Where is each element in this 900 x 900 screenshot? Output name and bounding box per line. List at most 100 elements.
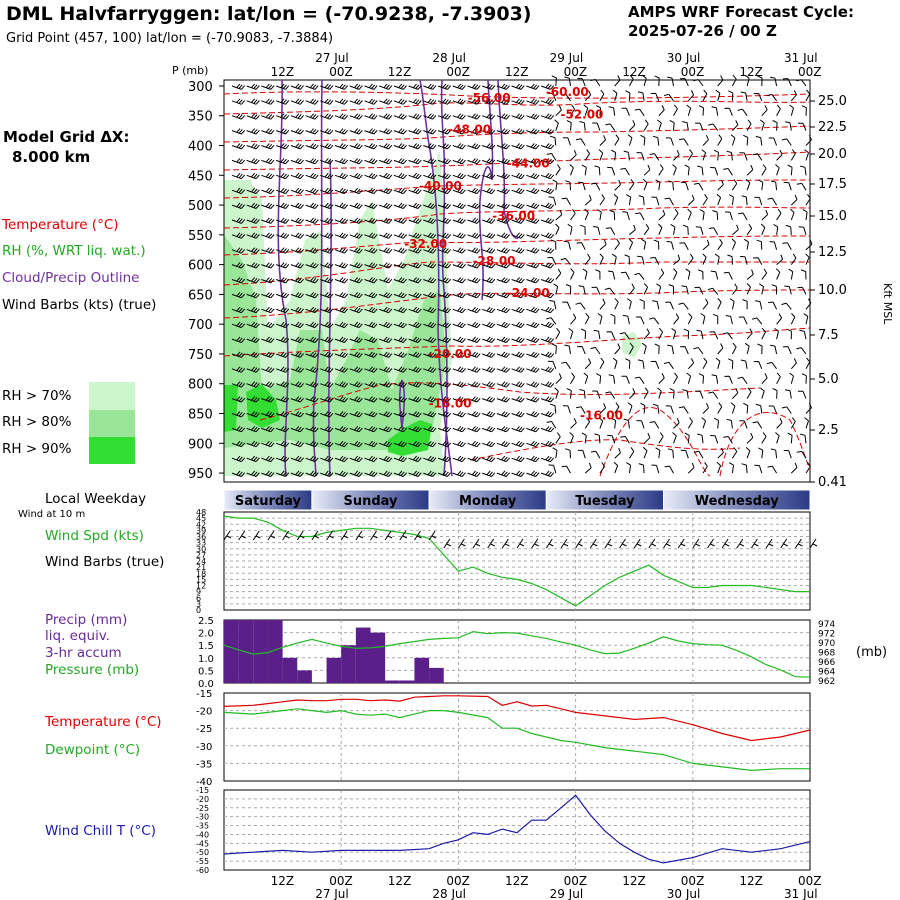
wind-barb (743, 134, 749, 146)
wind-barb (526, 292, 540, 299)
top-time-tick: 00Z (681, 65, 705, 79)
surface-wind-barb (589, 538, 598, 549)
wind-barb (379, 381, 393, 388)
wind-barb (634, 376, 645, 384)
wind-barb (276, 426, 290, 433)
wind-barb (364, 98, 378, 105)
surface-wind-barb (736, 538, 745, 549)
wind-barb (731, 74, 737, 87)
dewpoint-label: Dewpoint (°C) (45, 742, 141, 758)
wind-barb (770, 448, 778, 459)
wind-barb (540, 455, 555, 463)
wind-subtitle: Wind at 10 m (18, 509, 86, 520)
wind-barb (796, 450, 807, 459)
wind-barb (640, 402, 646, 414)
wind-barb (290, 440, 304, 448)
surface-wind-barb (633, 538, 642, 549)
wind-barb (334, 172, 349, 180)
wind-barb (511, 396, 525, 403)
wind-barb (687, 312, 693, 325)
wind-barb (590, 450, 601, 459)
wind-barb (687, 253, 694, 265)
wind-barb (599, 135, 607, 146)
wind-barb (482, 187, 496, 195)
wind-barb (717, 402, 723, 414)
wind-barb (745, 179, 751, 191)
wind-barb (578, 285, 586, 295)
wind-barb (693, 79, 704, 87)
wind-barb (334, 247, 349, 254)
wind-barb (628, 238, 634, 250)
wind-barb (554, 119, 559, 131)
surface-wind-barb (677, 538, 686, 549)
wind-barb (334, 366, 349, 373)
precip-ytick: 1.0 (198, 654, 214, 665)
wind-barb (565, 448, 571, 459)
wind-barb (408, 113, 422, 120)
wind-barb (408, 396, 422, 403)
wind-barb (608, 374, 616, 384)
wind-barb (540, 128, 555, 135)
wind-barb (668, 284, 674, 295)
wind-barb (789, 104, 794, 116)
wind-barb (305, 217, 319, 224)
bottom-time-tick: 12Z (505, 874, 529, 888)
wind-barb (555, 209, 563, 221)
top-date-label: 27 Jul (315, 51, 349, 65)
wind-barb (790, 208, 795, 221)
wind-barb (349, 262, 363, 269)
temp-label: Temperature (°C) (45, 714, 162, 730)
wind-barb (482, 426, 496, 433)
height-tick-label: 2.5 (818, 423, 839, 438)
wind-barb (276, 351, 290, 358)
wind-barb (467, 381, 481, 388)
surface-wind-barb (326, 530, 334, 541)
wind-barb (546, 317, 557, 325)
precip-bar (297, 670, 312, 683)
wind-barb (754, 196, 763, 206)
wind-barb (467, 366, 481, 373)
wind-barb (727, 254, 733, 265)
wind-barb (781, 406, 792, 414)
wind-barb (246, 262, 260, 269)
wind-barb (393, 396, 407, 403)
wind-barb (581, 164, 587, 176)
wind-barb (540, 98, 555, 105)
wind-barb (626, 194, 632, 206)
wind-barb (496, 187, 510, 195)
wind-barb (614, 238, 620, 250)
wind-barb (658, 223, 663, 235)
wind-barb (290, 83, 304, 90)
wind-barb (482, 470, 496, 477)
wind-barb (568, 328, 574, 340)
wind-barb (746, 119, 752, 131)
wind-barb (526, 470, 540, 477)
legend-rh70-swatch (89, 382, 135, 410)
wind-barb (649, 153, 660, 161)
wind-barb (349, 321, 363, 329)
surface-wind-barb (428, 530, 437, 541)
wind-barb (652, 300, 660, 310)
wind-barb (570, 313, 577, 325)
bottom-time-tick: 12Z (388, 874, 412, 888)
wind-barb (276, 366, 290, 373)
wind-barb (408, 172, 422, 180)
wind-barb (423, 113, 437, 120)
wind-barb (305, 336, 319, 343)
wind-barb (680, 78, 689, 87)
wind-barb (364, 455, 378, 463)
wind-barb (349, 381, 363, 388)
wind-barb (728, 358, 734, 369)
wind-barb (276, 277, 290, 284)
wind-barb (408, 351, 422, 358)
wind-barb (802, 209, 808, 221)
wind-barb (320, 455, 334, 463)
wind-barb (452, 217, 466, 224)
wind-ytick: 30 (196, 545, 206, 554)
wind-barb (393, 98, 407, 105)
surface-wind-barb (267, 530, 276, 541)
wind-barb (511, 143, 525, 150)
wind-barb (526, 187, 540, 195)
wind-barb (349, 470, 363, 477)
wind-barb (305, 128, 319, 135)
